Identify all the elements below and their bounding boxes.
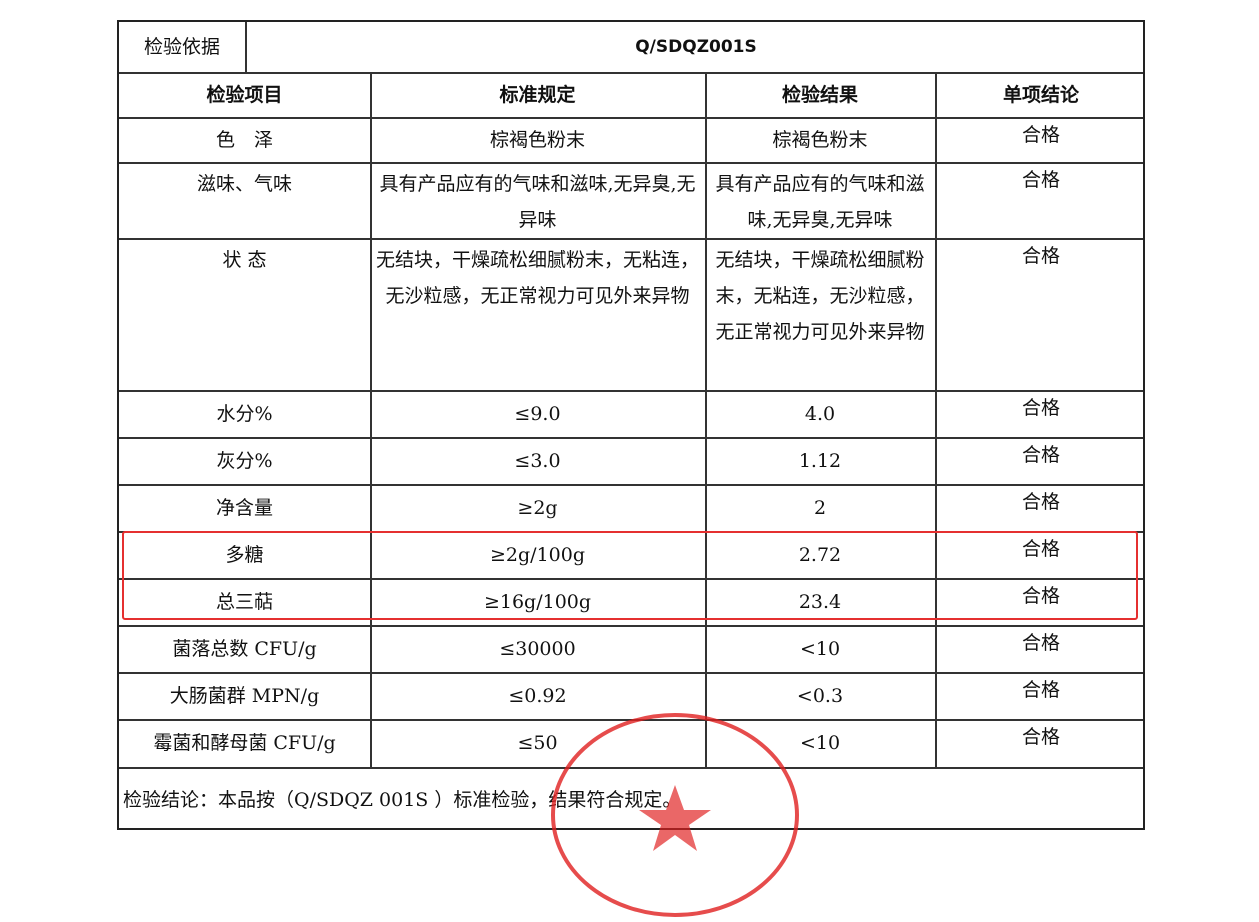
table-cell-result: 1.12 xyxy=(798,449,842,472)
column-header: 标准规定 xyxy=(499,83,576,106)
table-cell-item: 大肠菌群 MPN/g xyxy=(169,684,320,707)
table-cell-verdict: 合格 xyxy=(1021,632,1060,654)
table-cell-standard: ≤50 xyxy=(517,732,558,754)
table-cell-item: 水分% xyxy=(216,402,273,425)
table-cell-item: 灰分% xyxy=(216,449,273,472)
table-cell-standard: 具有产品应有的气味和滋味,无异臭,无异味 xyxy=(379,173,696,231)
table-cell-standard: ≤9.0 xyxy=(514,402,561,425)
table-cell-item: 多糖 xyxy=(225,543,264,566)
table-cell-standard: 无结块，干燥疏松细腻粉末，无粘连，无沙粒感，无正常视力可见外来异物 xyxy=(375,249,699,307)
row-divider xyxy=(119,437,1143,439)
table-cell-result: <10 xyxy=(799,732,841,754)
table-cell-verdict: 合格 xyxy=(1021,491,1060,513)
row-divider xyxy=(119,162,1143,164)
table-cell-result: <10 xyxy=(799,637,841,660)
table-cell-item: 霉菌和酵母菌 CFU/g xyxy=(153,732,336,754)
table-cell-result: 棕褐色粉末 xyxy=(772,128,868,151)
table-cell-standard: ≤0.92 xyxy=(508,684,567,707)
column-divider xyxy=(370,72,372,767)
basis-label: 检验依据 xyxy=(143,36,220,58)
table-cell-item: 菌落总数 CFU/g xyxy=(172,637,317,660)
table-cell-item: 总三萜 xyxy=(215,590,273,613)
table-cell-verdict: 合格 xyxy=(1021,585,1060,607)
table-cell-standard: ≥16g/100g xyxy=(483,590,592,613)
row-divider xyxy=(119,390,1143,392)
company-seal xyxy=(551,713,799,917)
table-cell-result: 无结块，干燥疏松细腻粉末，无粘连，无沙粒感，无正常视力可见外来异物 xyxy=(715,249,925,343)
table-cell-verdict: 合格 xyxy=(1021,538,1060,560)
table-cell-item: 状 态 xyxy=(222,249,267,271)
column-divider xyxy=(245,22,247,72)
row-divider xyxy=(119,767,1143,769)
table-cell-verdict: 合格 xyxy=(1021,245,1060,267)
conclusion-text: 检验结论：本品按（Q/SDQZ 001S ）标准检验，结果符合规定。 xyxy=(123,788,682,811)
table-cell-standard: ≥2g/100g xyxy=(490,543,585,566)
table-cell-result: 具有产品应有的气味和滋味,无异臭,无异味 xyxy=(715,173,925,231)
row-divider xyxy=(119,238,1143,240)
row-divider xyxy=(119,625,1143,627)
table-cell-item: 滋味、气味 xyxy=(196,173,292,195)
table-cell-standard: ≥2g xyxy=(517,496,558,519)
table-cell-verdict: 合格 xyxy=(1021,679,1060,701)
table-cell-standard: 棕褐色粉末 xyxy=(489,128,585,151)
table-cell-standard: ≤30000 xyxy=(499,637,576,660)
table-cell-verdict: 合格 xyxy=(1021,124,1060,146)
table-cell-verdict: 合格 xyxy=(1021,726,1060,748)
table-cell-standard: ≤3.0 xyxy=(514,449,561,472)
table-cell-item: 色 泽 xyxy=(215,128,273,151)
table-cell-verdict: 合格 xyxy=(1021,169,1060,191)
table-cell-verdict: 合格 xyxy=(1021,397,1060,419)
basis-value: Q/SDQZ001S xyxy=(635,37,757,57)
table-cell-result: <0.3 xyxy=(796,684,844,707)
table-cell-result: 2.72 xyxy=(798,543,842,566)
table-cell-verdict: 合格 xyxy=(1021,444,1060,466)
table-cell-item: 净含量 xyxy=(215,496,273,519)
row-divider xyxy=(119,484,1143,486)
row-divider xyxy=(119,672,1143,674)
row-divider xyxy=(119,117,1143,119)
highlight-box xyxy=(122,531,1138,620)
table-cell-result: 4.0 xyxy=(804,402,836,425)
column-divider xyxy=(705,72,707,767)
row-divider xyxy=(119,578,1143,580)
table-cell-result: 2 xyxy=(813,496,827,519)
table-cell-result: 23.4 xyxy=(798,590,842,613)
column-divider xyxy=(935,72,937,767)
row-divider xyxy=(119,72,1143,74)
column-header: 单项结论 xyxy=(1002,83,1079,106)
column-header: 检验结果 xyxy=(781,83,858,106)
column-header: 检验项目 xyxy=(206,83,283,106)
